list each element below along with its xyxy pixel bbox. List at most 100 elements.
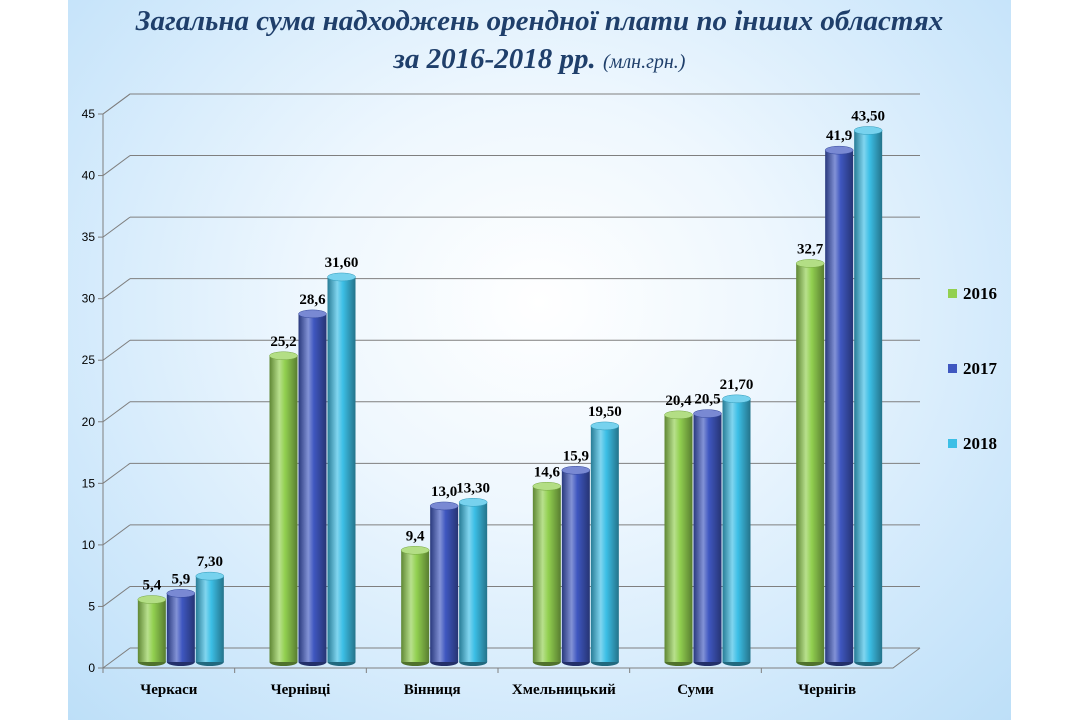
y-tick-label: 5 [88,599,95,613]
bar-2018 [722,394,751,666]
data-label: 13,30 [456,480,490,496]
category-label: Суми [677,682,714,698]
bar-2016 [137,595,167,666]
bar-2017 [429,501,459,666]
chart-subtitle: за 2016-2018 рр. (млн.грн.) [68,43,1011,76]
data-label: 9,4 [406,528,425,544]
y-tick-label: 25 [82,353,96,367]
legend-swatch-2017 [948,364,957,373]
y-tick-label: 0 [88,661,95,675]
bar-body [532,486,561,662]
gridline-side [102,278,131,300]
legend-label-2016: 2016 [963,284,997,303]
bar-top [166,589,196,598]
bar-body [195,576,224,662]
gridline-side [102,155,131,176]
gridline-side [102,647,131,669]
bar-body [796,263,825,662]
bar-top [532,482,562,491]
data-label: 15,9 [563,448,589,464]
bar-body [327,276,356,662]
data-label: 43,50 [851,108,885,124]
bar-2017 [298,309,327,666]
chart-bars [137,126,883,666]
y-tick-label: 20 [82,415,96,429]
bar-body [430,505,459,662]
gridline-side [102,339,131,361]
category-label: Чернівці [271,682,331,698]
bar-2018 [853,126,883,666]
bar-2016 [532,482,562,666]
bar-body [459,502,488,662]
chart-legend: 2016 2017 2018 [948,284,998,453]
bar-top [795,259,825,268]
gridline-side [102,524,131,546]
bar-2018 [327,272,356,666]
data-label: 41,9 [826,128,852,144]
bar-body [298,313,327,662]
bar-top [722,394,751,404]
bar-2016 [795,259,825,666]
bar-2017 [824,145,854,666]
bar-2017 [166,589,196,666]
bar-top [561,466,591,475]
bar-body [401,550,430,662]
bar-top [458,498,488,507]
units-label: (млн.грн.) [603,51,686,73]
bar-2018 [458,498,488,666]
bar-top [664,410,693,420]
data-label: 13,0 [431,484,457,500]
chart-axes: 0 5 10 15 20 25 30 35 40 45 Черкаси Чернівці Вінниця… [82,93,921,698]
data-label: 14,6 [534,464,561,480]
category-label: Чернігів [798,682,856,698]
bar-top [327,272,356,282]
gridline-side [102,93,131,115]
data-label: 19,50 [588,404,622,420]
y-tick-label: 35 [82,230,96,244]
bar-top [693,409,722,418]
bar-2016 [400,546,430,666]
category-label: Черкаси [140,682,198,698]
bar-top [195,571,225,581]
data-label: 28,6 [299,292,326,308]
data-label: 25,2 [270,334,296,350]
bar-body [693,413,722,662]
bar-body [664,414,693,662]
data-label: 20,5 [694,392,720,408]
bar-2017 [693,409,722,666]
bar-body [854,130,883,662]
bar-2018 [195,571,225,666]
y-tick-label: 15 [82,476,96,490]
y-tick-label: 10 [82,538,96,552]
data-label: 5,4 [142,578,161,594]
bar-top [824,145,854,155]
bar-body [166,593,195,662]
data-label: 31,60 [325,255,359,271]
gridline-side [102,462,131,484]
bar-top [429,501,459,511]
back-wall-edge [102,93,920,115]
bar-top [590,421,620,431]
bar-top [400,546,430,555]
legend-swatch-2016 [948,289,957,298]
bar-body [269,355,298,662]
bar-body [590,425,619,662]
gridline-side [102,401,131,423]
data-label: 7,30 [197,554,223,570]
bar-body [825,150,854,663]
subtitle-years: за 2016-2018 рр. [393,43,596,75]
legend-label-2018: 2018 [963,434,997,453]
bar-2016 [269,351,298,666]
data-label: 5,9 [171,571,190,587]
bar-top [853,126,883,135]
data-label: 32,7 [797,241,824,257]
data-label: 20,4 [665,393,692,409]
y-tick-label: 30 [82,292,96,306]
category-label: Вінниця [404,682,461,698]
bar-top [298,309,327,319]
gridline-side [102,586,131,607]
data-label: 21,70 [720,377,754,393]
y-tick-label: 40 [82,169,96,183]
